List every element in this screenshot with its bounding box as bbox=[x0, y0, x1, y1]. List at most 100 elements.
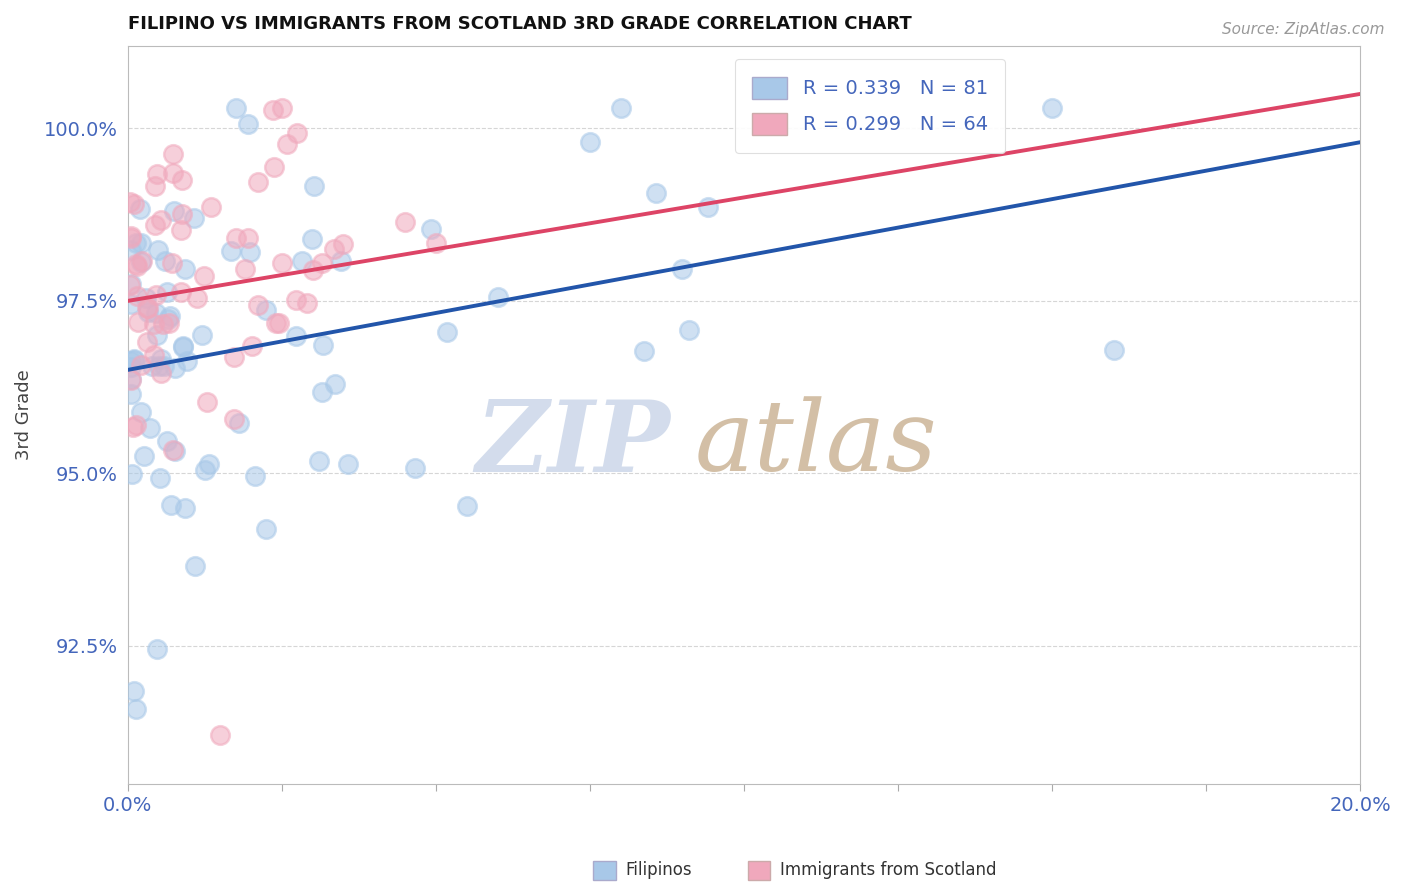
Point bbox=[146, 641, 169, 656]
Point bbox=[174, 501, 197, 516]
Point bbox=[118, 278, 141, 293]
Point bbox=[131, 253, 153, 268]
Point bbox=[228, 416, 250, 430]
Text: Source: ZipAtlas.com: Source: ZipAtlas.com bbox=[1222, 22, 1385, 37]
Point bbox=[285, 329, 308, 343]
Point bbox=[1102, 343, 1125, 358]
Point bbox=[162, 442, 184, 457]
Point bbox=[120, 230, 142, 244]
Point bbox=[610, 101, 633, 115]
Point bbox=[129, 405, 152, 419]
Point bbox=[254, 302, 277, 317]
Point bbox=[183, 211, 205, 225]
Point bbox=[170, 223, 193, 237]
Point bbox=[162, 166, 184, 180]
Point bbox=[129, 254, 152, 268]
Point bbox=[329, 254, 352, 268]
Point bbox=[153, 359, 176, 374]
Point bbox=[125, 257, 148, 271]
Point bbox=[236, 231, 259, 245]
Point bbox=[267, 316, 290, 330]
Point bbox=[120, 297, 142, 311]
Point bbox=[122, 353, 145, 368]
Point bbox=[156, 312, 179, 326]
Point bbox=[209, 729, 232, 743]
Point bbox=[456, 499, 478, 513]
Point bbox=[284, 293, 307, 307]
Point bbox=[120, 244, 142, 258]
Point bbox=[579, 135, 602, 149]
Point bbox=[172, 207, 194, 221]
Point bbox=[302, 179, 325, 194]
Point bbox=[136, 301, 159, 315]
Point bbox=[236, 117, 259, 131]
Point bbox=[225, 101, 247, 115]
Y-axis label: 3rd Grade: 3rd Grade bbox=[15, 369, 32, 460]
Point bbox=[308, 454, 330, 468]
Point bbox=[332, 237, 354, 252]
Legend: R = 0.339   N = 81, R = 0.299   N = 64: R = 0.339 N = 81, R = 0.299 N = 64 bbox=[735, 59, 1005, 153]
Point bbox=[671, 261, 693, 276]
Point bbox=[127, 289, 149, 303]
Point bbox=[136, 301, 159, 315]
Point bbox=[136, 304, 159, 318]
Point bbox=[262, 103, 284, 118]
Point bbox=[120, 373, 142, 387]
Text: ZIP: ZIP bbox=[475, 396, 671, 492]
Point bbox=[163, 204, 186, 219]
Point bbox=[239, 244, 262, 259]
Point bbox=[174, 261, 197, 276]
Point bbox=[644, 186, 666, 200]
Point bbox=[157, 316, 180, 330]
Point bbox=[120, 386, 142, 401]
Point bbox=[125, 260, 148, 274]
Point bbox=[404, 461, 426, 475]
Point bbox=[143, 219, 166, 233]
Point bbox=[120, 372, 142, 386]
Point bbox=[311, 256, 333, 270]
Point bbox=[159, 310, 181, 324]
Point bbox=[425, 235, 447, 250]
Point bbox=[195, 395, 218, 409]
Point bbox=[224, 412, 246, 426]
Point bbox=[184, 558, 207, 573]
Point bbox=[190, 327, 212, 342]
Point bbox=[145, 288, 167, 302]
Point bbox=[125, 417, 148, 432]
Point bbox=[148, 359, 170, 374]
Point bbox=[148, 243, 170, 257]
Point bbox=[270, 101, 292, 115]
Point bbox=[193, 268, 215, 283]
Point bbox=[246, 298, 269, 312]
Point bbox=[301, 232, 323, 246]
Point bbox=[141, 359, 163, 374]
Point bbox=[170, 173, 193, 187]
Point bbox=[121, 420, 143, 434]
Point bbox=[149, 213, 172, 227]
Point bbox=[120, 359, 142, 374]
Point bbox=[150, 352, 173, 367]
Point bbox=[276, 136, 298, 151]
Point bbox=[696, 200, 718, 214]
Point bbox=[146, 328, 169, 343]
Point bbox=[156, 434, 179, 448]
Point bbox=[176, 354, 198, 368]
Point bbox=[143, 179, 166, 194]
Point bbox=[129, 202, 152, 217]
Point bbox=[222, 350, 245, 364]
Point bbox=[172, 340, 194, 354]
Point bbox=[285, 126, 308, 140]
Point bbox=[125, 235, 148, 250]
Point bbox=[1040, 101, 1063, 115]
Point bbox=[145, 306, 167, 320]
Point bbox=[254, 522, 277, 536]
Point bbox=[125, 702, 148, 716]
Point bbox=[419, 222, 441, 236]
Point bbox=[322, 242, 344, 256]
Point bbox=[219, 244, 242, 258]
Point bbox=[194, 463, 217, 477]
Point bbox=[122, 196, 145, 211]
Point bbox=[295, 296, 318, 310]
Point bbox=[394, 215, 416, 229]
Point bbox=[246, 175, 269, 189]
